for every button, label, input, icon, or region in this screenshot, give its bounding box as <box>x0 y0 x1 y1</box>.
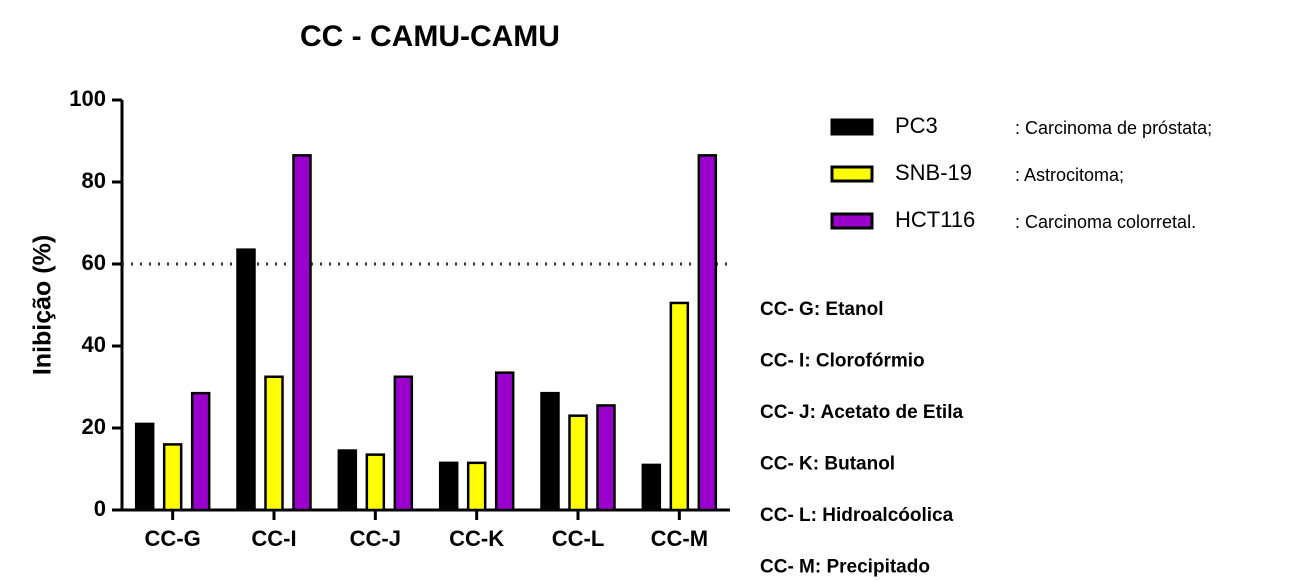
bar <box>292 154 312 512</box>
y-tick-label: 40 <box>82 332 106 357</box>
bar <box>494 371 515 512</box>
bar <box>568 414 588 512</box>
chart-title: CC - CAMU-CAMU <box>300 20 560 53</box>
y-tick-label: 100 <box>69 86 106 111</box>
x-tick-label: CC-J <box>350 526 401 551</box>
note: CC- K: Butanol <box>760 454 895 475</box>
legend-swatch <box>830 118 874 136</box>
legend-swatch <box>830 165 874 183</box>
legend-description: : Astrocitoma; <box>1015 165 1124 185</box>
note: CC- L: Hidroalcóolica <box>760 505 954 526</box>
y-tick-label: 0 <box>94 496 106 521</box>
legend-label: PC3 <box>895 113 938 138</box>
note: CC- J: Acetato de Etila <box>760 402 963 423</box>
note: CC- I: Clorofórmio <box>760 351 925 372</box>
x-tick-label: CC-G <box>145 526 201 551</box>
y-tick-label: 60 <box>82 250 106 275</box>
bar <box>641 463 662 512</box>
bar <box>393 375 414 512</box>
x-tick-label: CC-K <box>449 526 504 551</box>
bar <box>190 391 211 512</box>
bar <box>540 391 560 512</box>
bar <box>697 154 718 512</box>
note: CC- G: Etanol <box>760 299 884 320</box>
x-tick-label: CC-I <box>251 526 296 551</box>
y-tick-label: 80 <box>82 168 106 193</box>
bar <box>596 404 616 512</box>
legend-description: : Carcinoma colorretal. <box>1015 212 1196 232</box>
legend-swatch <box>830 212 874 230</box>
bar <box>337 449 358 512</box>
note: CC- M: Precipitado <box>760 557 930 578</box>
y-axis-label: Inibição (%) <box>29 235 57 375</box>
bar <box>134 422 155 512</box>
legend-label: SNB-19 <box>895 160 972 185</box>
bar <box>669 301 690 512</box>
y-tick-label: 20 <box>82 414 106 439</box>
bar <box>162 443 183 512</box>
bar <box>365 453 386 512</box>
bar <box>438 461 459 512</box>
x-tick-label: CC-M <box>651 526 708 551</box>
legend-label: HCT116 <box>895 207 975 232</box>
x-tick-label: CC-L <box>552 526 605 551</box>
bar <box>236 248 256 512</box>
legend-description: : Carcinoma de próstata; <box>1015 118 1212 138</box>
bar <box>264 375 284 512</box>
bar <box>466 461 487 512</box>
